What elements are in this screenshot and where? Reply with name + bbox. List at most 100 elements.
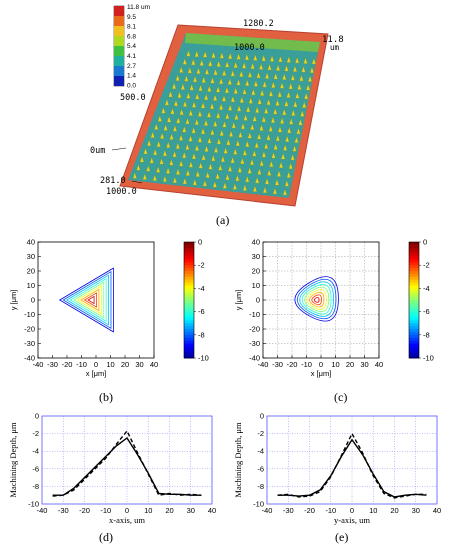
colorbar-tick-label: 0 [198,238,202,247]
depth-profile-y: -40 -30 -20 -10 0 10 20 30 400-2-4-6-8-10y-axis,… [233,412,441,526]
surface-bump [201,153,206,161]
colorbar-cell [409,262,419,266]
contour-line [62,270,112,330]
surface-bump [230,69,236,77]
x-tick-label: -40 [262,506,273,515]
surface-bump [159,157,164,165]
surface-bump [202,179,208,187]
x-tick-label: 30 [135,360,143,369]
surface-bump [286,91,291,98]
colorbar-cell [184,300,194,304]
colorbar-cell [184,250,194,255]
surface-bump [263,106,269,114]
colorbar-cell [184,242,194,246]
surface-bump [257,167,262,175]
surface-bump [278,161,284,169]
surface-bump [266,133,271,141]
y-axis-label: Machining Depth, μm [233,422,243,498]
surface-bump [143,147,148,155]
surface-bump [259,89,265,96]
x-axis-label: x [μm] [86,369,107,378]
colorbar-tick-label: -4 [423,284,430,293]
y-tick-label: -8 [32,482,39,491]
surface-bump [200,101,206,109]
surface-bump [175,142,181,149]
surface-bump [223,146,228,154]
contour-line [313,297,320,303]
contour-line [76,285,102,315]
colorbar-cell [184,311,194,315]
contour-colorbar: 0 -2 -4 -6 -8 -10 [183,238,209,363]
label-y-mid: 1000.0 [234,43,265,53]
surface-bump [225,112,230,120]
surface-bump [236,104,242,112]
x-tick-label: 40 [150,360,158,369]
surface-bump [200,127,206,135]
contour-line [87,295,95,305]
contour-line [299,281,334,317]
surface-bump [163,123,168,131]
colorbar-cell [184,297,194,301]
y-tick-label: -10 [24,310,35,319]
surface-bump [232,147,238,155]
surface-bump [215,111,221,119]
colorbar-cell [409,282,419,286]
x-tick-label: 30 [187,506,195,515]
surface-bump [284,64,289,72]
surface-bump [256,71,261,79]
colorbar-cell [184,337,194,342]
x-tick-label: 30 [412,506,420,515]
surface-bump [161,106,166,114]
colorbar-frame [408,241,420,359]
surface-bump [136,163,141,171]
colorbar-cell [409,247,419,252]
colorbar-cell [409,279,419,284]
x-tick-label: -30 [283,506,294,515]
surface-bump [178,133,184,141]
surface-bump [227,103,233,111]
surface-bump [261,115,267,123]
surface-bump [279,81,285,89]
x-tick-label: 20 [165,506,173,515]
surface-bump [197,135,203,143]
surface-bump [241,61,247,69]
contour-plot-c: -40-40-30-30-20-20-10-100010102020303040… [234,238,434,379]
label-z-unit: um [330,43,340,52]
surface-bump [153,122,159,130]
surface-bump [185,117,190,125]
surface-bump [215,172,220,180]
colorbar-cell [184,265,194,269]
surface-bump [309,66,315,74]
y-tick-label: -4 [257,447,264,456]
colorbar-cell [184,271,194,275]
surface-bump [294,56,300,64]
surface-bump [189,83,194,91]
surface-bump [273,142,278,150]
colorbar-cell [184,262,194,266]
surface-bump [262,80,267,88]
colorbar-tick-label: 5.4 [127,43,136,50]
surface-bump [152,174,158,181]
y-axis-label: Machining Depth, μm [8,422,18,498]
colorbar-cell [409,323,419,327]
x-axis-label: x [μm] [311,369,332,378]
surface-bump [188,160,194,168]
colorbar-cell [114,16,124,26]
surface-bump [293,100,298,108]
y-tick-label: -6 [257,464,264,473]
surface-bump [169,132,174,140]
surface-bump [152,148,158,156]
surface-bump [184,74,189,82]
surface-bump [264,177,270,185]
line-grid [41,415,213,505]
contour-line [80,288,100,312]
colorbar-frame [183,241,195,359]
surface-bump [132,171,138,179]
colorbar-tick-label: -2 [198,261,205,270]
colorbar-cell [184,323,194,327]
surface-bump [216,137,222,145]
surface-bump [224,60,230,68]
surface-bump [284,99,289,107]
colorbar-tick-label: 1.4 [127,73,136,80]
contour-plot-b: -40-40-30-30-20-20-10-100010102020303040… [9,238,209,379]
